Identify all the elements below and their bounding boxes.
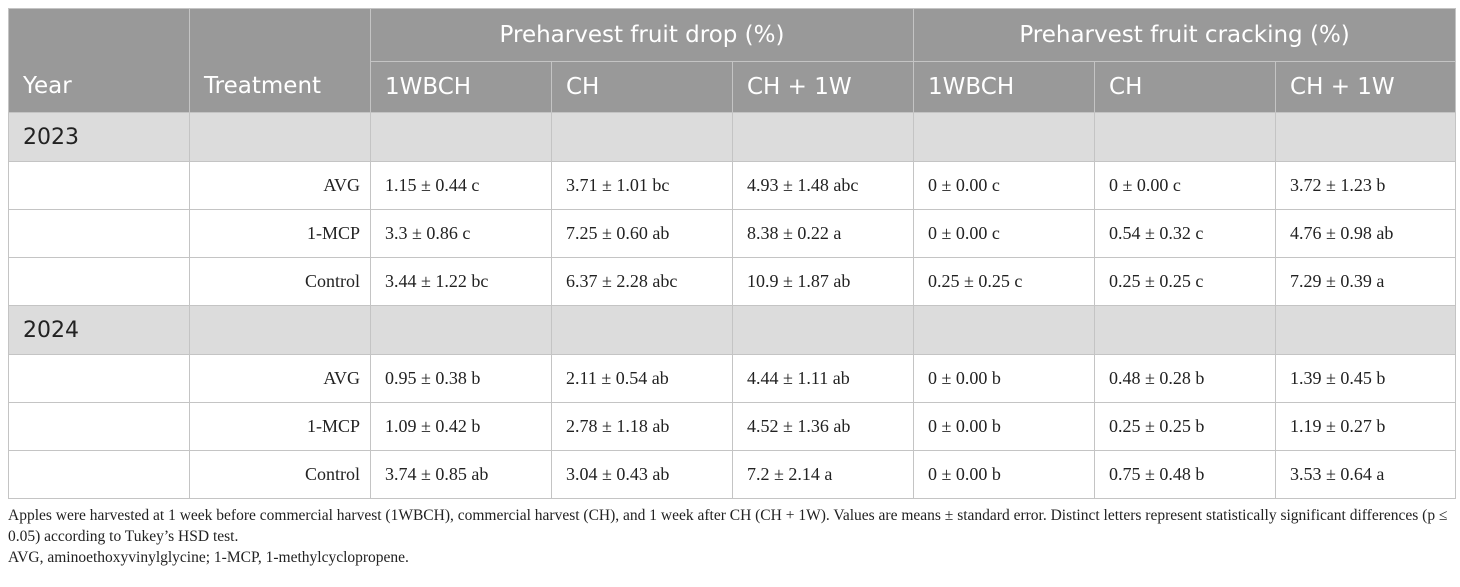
value-cell: 0 ± 0.00 b xyxy=(913,402,1096,451)
results-table: Year Treatment Preharvest fruit drop (%)… xyxy=(8,8,1457,499)
empty-cell xyxy=(731,112,915,162)
value-cell: 0.25 ± 0.25 b xyxy=(1094,402,1277,451)
value-cell: 1.15 ± 0.44 c xyxy=(370,161,552,210)
table-row: 1-MCP 3.3 ± 0.86 c 7.25 ± 0.60 ab 8.38 ±… xyxy=(8,209,1457,258)
value-cell: 3.53 ± 0.64 a xyxy=(1275,450,1457,499)
treatment-cell: 1-MCP xyxy=(189,209,371,258)
empty-cell xyxy=(8,354,190,403)
header-crack-1wbch: 1WBCH xyxy=(913,61,1096,113)
treatment-cell: AVG xyxy=(189,161,371,210)
year-label: 2023 xyxy=(8,112,190,162)
treatment-cell: Control xyxy=(189,450,371,499)
value-cell: 0.54 ± 0.32 c xyxy=(1094,209,1277,258)
footnote-methods: Apples were harvested at 1 week before c… xyxy=(8,507,1448,545)
empty-cell xyxy=(8,402,190,451)
empty-cell xyxy=(731,305,915,355)
value-cell: 4.44 ± 1.11 ab xyxy=(731,354,915,403)
value-cell: 2.11 ± 0.54 ab xyxy=(551,354,733,403)
value-cell: 0 ± 0.00 b xyxy=(913,450,1096,499)
value-cell: 0.75 ± 0.48 b xyxy=(1094,450,1277,499)
value-cell: 4.76 ± 0.98 ab xyxy=(1275,209,1457,258)
header-drop-1wbch: 1WBCH xyxy=(370,61,552,113)
header-treatment: Treatment xyxy=(189,8,371,113)
value-cell: 6.37 ± 2.28 abc xyxy=(551,257,733,306)
empty-cell xyxy=(189,112,371,162)
treatment-cell: Control xyxy=(189,257,371,306)
year-label: 2024 xyxy=(8,305,190,355)
empty-cell xyxy=(913,305,1096,355)
value-cell: 2.78 ± 1.18 ab xyxy=(551,402,733,451)
value-cell: 3.72 ± 1.23 b xyxy=(1275,161,1457,210)
value-cell: 0 ± 0.00 b xyxy=(913,354,1096,403)
year-row-2024: 2024 xyxy=(8,305,1457,355)
value-cell: 1.39 ± 0.45 b xyxy=(1275,354,1457,403)
table-body: 2023 AVG 1.15 ± 0.44 c 3.71 ± 1.01 bc 4.… xyxy=(8,112,1457,499)
header-drop-ch-1w: CH + 1W xyxy=(731,61,915,113)
value-cell: 3.3 ± 0.86 c xyxy=(370,209,552,258)
value-cell: 4.52 ± 1.36 ab xyxy=(731,402,915,451)
value-cell: 0.25 ± 0.25 c xyxy=(1094,257,1277,306)
value-cell: 1.19 ± 0.27 b xyxy=(1275,402,1457,451)
value-cell: 0 ± 0.00 c xyxy=(1094,161,1277,210)
empty-cell xyxy=(370,112,552,162)
empty-cell xyxy=(551,305,733,355)
empty-cell xyxy=(8,257,190,306)
empty-cell xyxy=(8,161,190,210)
empty-cell xyxy=(1094,305,1277,355)
value-cell: 0 ± 0.00 c xyxy=(913,161,1096,210)
value-cell: 7.2 ± 2.14 a xyxy=(731,450,915,499)
header-crack-ch: CH xyxy=(1094,61,1277,113)
table-row: AVG 1.15 ± 0.44 c 3.71 ± 1.01 bc 4.93 ± … xyxy=(8,161,1457,210)
table-row: AVG 0.95 ± 0.38 b 2.11 ± 0.54 ab 4.44 ± … xyxy=(8,354,1457,403)
treatment-cell: 1-MCP xyxy=(189,402,371,451)
table-row: 1-MCP 1.09 ± 0.42 b 2.78 ± 1.18 ab 4.52 … xyxy=(8,402,1457,451)
value-cell: 7.29 ± 0.39 a xyxy=(1275,257,1457,306)
empty-cell xyxy=(1275,305,1457,355)
header-fruit-drop: Preharvest fruit drop (%) xyxy=(369,8,915,62)
value-cell: 3.71 ± 1.01 bc xyxy=(551,161,733,210)
empty-cell xyxy=(1094,112,1277,162)
footnote-abbreviations: AVG, aminoethoxyvinylglycine; 1-MCP, 1-m… xyxy=(8,549,409,566)
value-cell: 10.9 ± 1.87 ab xyxy=(731,257,915,306)
empty-cell xyxy=(370,305,552,355)
value-cell: 7.25 ± 0.60 ab xyxy=(551,209,733,258)
value-cell: 0.48 ± 0.28 b xyxy=(1094,354,1277,403)
value-cell: 0.25 ± 0.25 c xyxy=(913,257,1096,306)
empty-cell xyxy=(8,450,190,499)
treatment-cell: AVG xyxy=(189,354,371,403)
value-cell: 8.38 ± 0.22 a xyxy=(731,209,915,258)
table-footnote: Apples were harvested at 1 week before c… xyxy=(8,505,1453,568)
header-drop-ch: CH xyxy=(551,61,733,113)
year-row-2023: 2023 xyxy=(8,112,1457,162)
header-fruit-cracking: Preharvest fruit cracking (%) xyxy=(913,8,1457,62)
empty-cell xyxy=(189,305,371,355)
value-cell: 1.09 ± 0.42 b xyxy=(370,402,552,451)
empty-cell xyxy=(1275,112,1457,162)
table-row: Control 3.74 ± 0.85 ab 3.04 ± 0.43 ab 7.… xyxy=(8,450,1457,499)
empty-cell xyxy=(551,112,733,162)
empty-cell xyxy=(8,209,190,258)
empty-cell xyxy=(913,112,1096,162)
table-row: Control 3.44 ± 1.22 bc 6.37 ± 2.28 abc 1… xyxy=(8,257,1457,306)
table-container: Year Treatment Preharvest fruit drop (%)… xyxy=(8,8,1457,568)
header-crack-ch-1w: CH + 1W xyxy=(1275,61,1457,113)
value-cell: 0.95 ± 0.38 b xyxy=(370,354,552,403)
value-cell: 3.04 ± 0.43 ab xyxy=(551,450,733,499)
table-header: Year Treatment Preharvest fruit drop (%)… xyxy=(8,8,1457,113)
value-cell: 3.74 ± 0.85 ab xyxy=(370,450,552,499)
value-cell: 3.44 ± 1.22 bc xyxy=(370,257,552,306)
value-cell: 4.93 ± 1.48 abc xyxy=(731,161,915,210)
value-cell: 0 ± 0.00 c xyxy=(913,209,1096,258)
header-year: Year xyxy=(8,8,190,113)
